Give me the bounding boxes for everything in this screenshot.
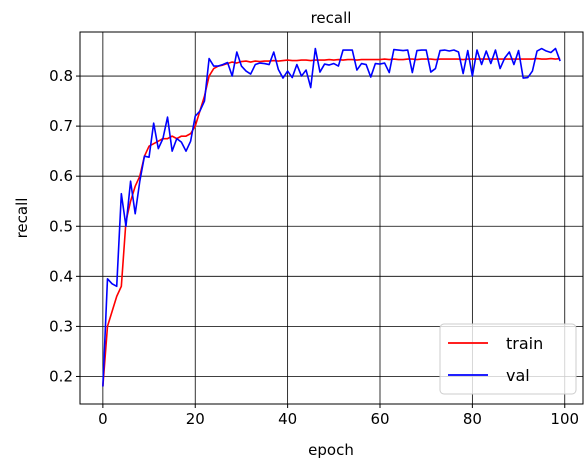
y-tick-label: 0.8 (49, 67, 73, 85)
y-tick-label: 0.2 (49, 367, 73, 385)
y-tick-label: 0.5 (49, 217, 73, 235)
x-tick-label: 100 (550, 410, 579, 428)
x-axis-title: epoch (308, 441, 354, 459)
y-tick-label: 0.3 (49, 317, 73, 335)
x-tick-label: 20 (186, 410, 205, 428)
legend: train val (440, 324, 576, 394)
y-tick-label: 0.6 (49, 167, 73, 185)
legend-label-val: val (506, 366, 530, 385)
x-tick-label: 0 (98, 410, 108, 428)
legend-label-train: train (506, 334, 543, 353)
x-tick-label: 60 (370, 410, 389, 428)
x-tick-label: 40 (278, 410, 297, 428)
y-axis-title: recall (13, 198, 31, 239)
y-tick-label: 0.7 (49, 117, 73, 135)
y-tick-label: 0.4 (49, 267, 73, 285)
chart-title: recall (311, 9, 352, 27)
x-tick-label: 80 (463, 410, 482, 428)
